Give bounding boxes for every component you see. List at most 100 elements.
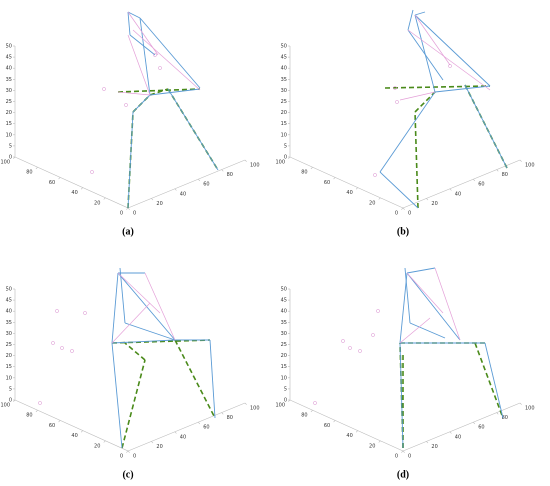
joint-estimate [55, 309, 59, 313]
z-tick-label: 15 [281, 364, 287, 370]
skeleton-bone [167, 88, 219, 171]
skeleton-bone [404, 267, 411, 324]
skeleton-bone [174, 339, 216, 419]
x-tick [310, 409, 313, 413]
joint-estimate [70, 349, 74, 353]
skeleton-bone [111, 272, 119, 344]
joint-estimate [60, 346, 64, 350]
skeleton-bone [127, 111, 134, 209]
y-tick-label: 60 [478, 182, 484, 188]
joint-estimate [371, 333, 375, 337]
z-tick-label: 15 [6, 364, 12, 370]
axis-line [289, 156, 404, 209]
z-tick-label: 5 [9, 143, 12, 149]
x-tick-label: 60 [49, 180, 55, 186]
x-tick [310, 166, 313, 170]
x-tick-label: 0 [120, 454, 123, 460]
y-tick [426, 441, 429, 444]
y-tick-label: 20 [431, 201, 437, 207]
skeleton-bone [384, 85, 491, 89]
z-tick-label: 5 [284, 143, 287, 149]
x-tick [333, 420, 336, 423]
joint-estimate [83, 311, 87, 315]
skeleton-bone [407, 29, 444, 81]
y-tick-label: 40 [455, 434, 461, 440]
y-tick [402, 207, 405, 210]
x-tick [80, 187, 84, 190]
y-tick-label: 20 [431, 444, 437, 450]
y-tick-label: 60 [203, 182, 209, 188]
joint-estimate [373, 173, 377, 177]
caption: (b) [397, 226, 409, 237]
y-tick-label: 60 [478, 425, 484, 431]
y-tick [449, 188, 452, 191]
x-tick [13, 399, 16, 402]
x-tick-label: 100 [0, 403, 10, 409]
x-tick-label: 100 [275, 403, 285, 409]
panel: 0510152025303540455002040608010002040608… [275, 9, 535, 237]
y-tick-label: 0 [408, 454, 411, 460]
y-tick [174, 431, 177, 434]
x-tick-label: 100 [275, 160, 285, 166]
y-tick [221, 169, 224, 172]
y-tick-label: 0 [133, 211, 136, 217]
y-tick [426, 198, 429, 201]
x-tick [103, 197, 106, 200]
skeleton-bone [399, 91, 436, 101]
skeleton-bone [406, 272, 461, 341]
skeleton-bone [399, 272, 408, 344]
skeleton-bone [127, 34, 151, 96]
skeleton-bone [484, 342, 504, 419]
z-tick-label: 35 [6, 77, 12, 83]
skeleton-bone [132, 29, 201, 91]
z-tick-label: 10 [281, 375, 287, 381]
skeleton-bone [119, 267, 126, 324]
z-tick-label: 30 [6, 88, 12, 94]
z-tick-label: 30 [281, 88, 287, 94]
z-tick-label: 30 [281, 331, 287, 337]
skeleton-bone [474, 342, 504, 419]
z-tick-label: 35 [281, 77, 287, 83]
x-tick-label: 20 [369, 443, 375, 449]
caption: (d) [397, 469, 409, 480]
axis-line [127, 402, 246, 452]
joint-estimate [348, 346, 352, 350]
y-tick [151, 441, 154, 444]
y-tick [197, 178, 201, 182]
z-tick-label: 10 [6, 375, 12, 381]
z-tick-label: 20 [281, 110, 287, 116]
x-tick [35, 409, 38, 413]
caption: (c) [122, 469, 133, 480]
z-tick-label: 45 [281, 298, 287, 304]
y-tick-label: 20 [156, 201, 162, 207]
y-tick [519, 159, 522, 162]
x-tick-label: 20 [94, 443, 100, 449]
skeleton-bone [406, 272, 444, 314]
y-tick [472, 178, 476, 182]
skeleton-bone [129, 34, 156, 56]
x-tick [58, 420, 61, 423]
joint-estimate [448, 64, 452, 68]
panel: 0510152025303540455002040608010002040608… [275, 267, 535, 480]
y-tick [244, 159, 247, 162]
z-tick-label: 0 [9, 155, 12, 161]
y-tick-label: 40 [180, 434, 186, 440]
x-tick-label: 80 [301, 170, 307, 176]
x-tick [401, 450, 404, 453]
y-tick-label: 80 [227, 172, 233, 178]
z-tick-label: 15 [281, 121, 287, 127]
x-tick [355, 187, 359, 190]
axis-line [14, 399, 129, 452]
y-tick [449, 431, 452, 434]
z-tick-label: 0 [284, 155, 287, 161]
z-tick-label: 35 [281, 320, 287, 326]
axis-line [402, 402, 521, 452]
z-tick-label: 35 [6, 320, 12, 326]
skeleton-bone [407, 9, 414, 31]
y-tick-label: 100 [525, 406, 535, 412]
z-tick-label: 25 [6, 342, 12, 348]
x-tick [126, 450, 129, 453]
skeleton-bone [117, 88, 201, 93]
z-tick-label: 50 [6, 44, 12, 50]
